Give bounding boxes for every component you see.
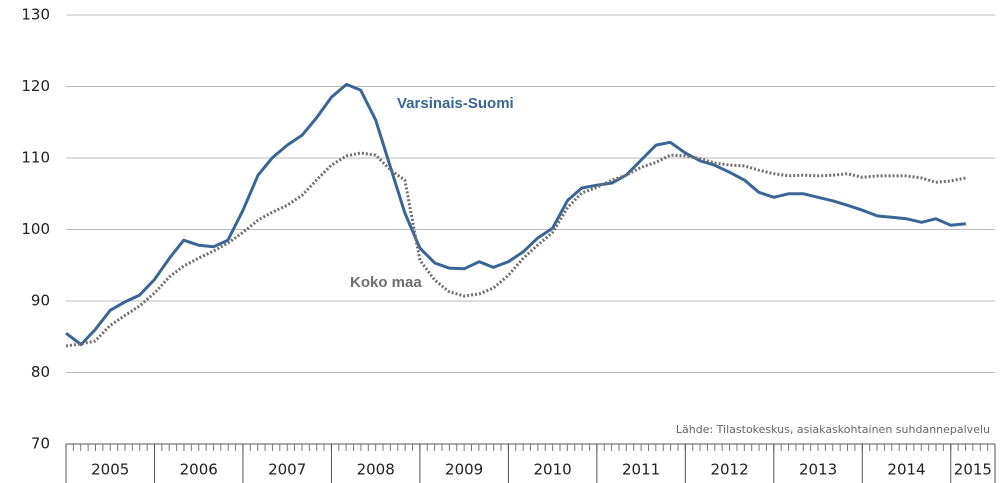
x-tick-label: 2005 [91,461,129,479]
series-line [65,151,967,348]
y-tick-label: 100 [21,220,50,238]
x-tick-label: 2009 [445,461,483,479]
x-tick-label: 2014 [887,461,925,479]
y-tick-label: 80 [31,363,50,381]
y-tick-label: 90 [31,292,50,310]
x-tick-label: 2007 [268,461,306,479]
series-label: Varsinais-Suomi [397,95,514,112]
x-tick-label: 2008 [357,461,395,479]
y-tick-label: 120 [21,77,50,95]
y-tick-label: 130 [21,6,50,24]
x-tick-label: 2010 [534,461,572,479]
x-tick-label: 2015 [954,461,992,479]
x-tick-label: 2012 [710,461,748,479]
y-tick-label: 70 [31,435,50,453]
source-note: Lähde: Tilastokeskus, asiakaskohtainen s… [676,423,990,436]
series-label: Koko maa [350,274,422,291]
y-tick-label: 110 [21,149,50,167]
series-line [65,82,966,347]
x-tick-label: 2011 [622,461,660,479]
x-tick-label: 2013 [799,461,837,479]
x-tick-label: 2006 [180,461,218,479]
